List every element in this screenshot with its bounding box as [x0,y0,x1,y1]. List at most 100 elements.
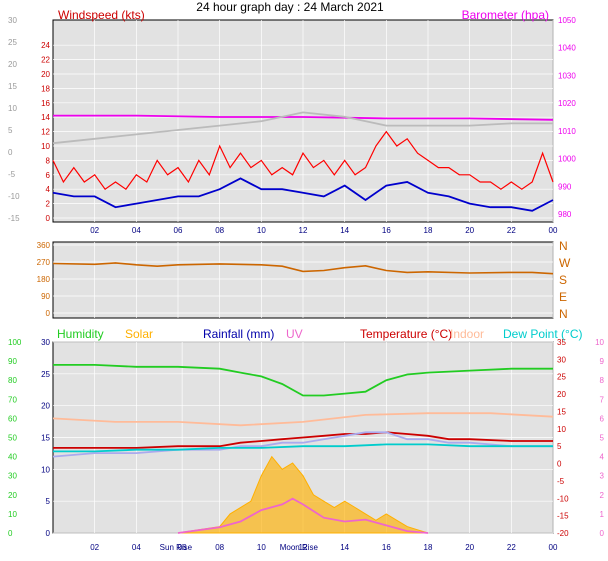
series-line [53,363,553,397]
y-right-tick-label: 2 [600,491,605,500]
y-right-tick-label: 10 [557,425,566,434]
y-tick-label: 2 [46,200,51,209]
legend-label: Temperature (°C) [360,327,452,341]
x-tick-label: 14 [340,543,349,552]
y-tick-label: -15 [8,214,20,223]
y-tick-label: 16 [41,99,50,108]
y-tick-label: 20 [41,70,50,79]
legend-label: Dew Point (°C) [503,327,582,341]
x-tick-label: 04 [132,226,141,235]
y-right-tick-label: 1010 [558,127,576,136]
x-tick-label: 12 [299,543,308,552]
y-right-tick-label: 15 [557,407,566,416]
y-tick-label: 30 [41,338,50,347]
y-right-tick-label: -10 [557,494,569,503]
y-tick-label: 10 [8,104,17,113]
x-tick-label: 10 [257,543,266,552]
series-line [52,130,554,191]
x-tick-label: 00 [549,226,558,235]
y-tick-label: 24 [41,41,50,50]
y-tick-label: 0 [46,529,51,538]
y-tick-label: 90 [8,357,17,366]
legend-label: UV [286,327,303,341]
y-right-tick-label: 5 [557,442,562,451]
y-tick-label: 60 [8,414,17,423]
y-tick-label: 10 [41,142,50,151]
chart-title: 24 hour graph day : 24 March 2021 [196,0,384,14]
series-area [177,455,429,534]
y-right-tick-label: 8 [600,376,605,385]
y-tick-label: 15 [41,434,50,443]
x-tick-label: 22 [507,543,516,552]
y-right-tick-label: -15 [557,512,569,521]
series-line [53,114,554,121]
series-line [53,443,553,453]
y-tick-label: -10 [8,192,20,201]
y-tick-label: -5 [8,170,16,179]
x-tick-label: 14 [340,226,349,235]
series-line [53,431,553,449]
series-line [177,497,429,534]
y-tick-label: 4 [46,185,51,194]
legend-label: Indoor [450,327,484,341]
series-line [52,111,553,145]
y-right-tick-label: 1050 [558,16,576,25]
y-tick-label: 20 [8,60,17,69]
y-tick-label: 0 [46,214,51,223]
y-tick-label: 30 [8,472,17,481]
y-tick-label: 10 [8,510,17,519]
x-tick-label: 16 [382,226,391,235]
y-tick-label: 12 [41,128,50,137]
legend-label: Solar [125,327,153,341]
x-tick-label: 08 [215,543,224,552]
x-tick-label: 20 [465,226,474,235]
y-right-tick-label: 1040 [558,44,576,53]
legend-label: Rainfall (mm) [203,327,274,341]
left-axis-label: Windspeed (kts) [58,8,145,22]
y-tick-label: 30 [8,16,17,25]
y-tick-label: 0 [46,309,51,318]
series-line [52,262,554,275]
x-tick-label: 06 [178,543,187,552]
y-tick-label: 5 [46,497,51,506]
series-line [52,177,554,212]
y-tick-label: 18 [41,84,50,93]
y-right-tick-label: 25 [557,373,566,382]
y-right-tick-label: 30 [557,355,566,364]
series-line [52,412,554,427]
y-tick-label: 180 [37,275,51,284]
x-tick-label: 22 [507,226,516,235]
y-right-tick-label: 3 [600,472,605,481]
y-right-tick-label: -20 [557,529,569,538]
y-right-tick-label: 7 [600,395,605,404]
y-right-tick-label: 35 [557,338,566,347]
y-right-tick-label: 1020 [558,99,576,108]
y-tick-label: 15 [8,82,17,91]
y-tick-label: 20 [8,491,17,500]
y-tick-label: 100 [8,338,22,347]
y-tick-label: 360 [37,241,51,250]
x-tick-label: 02 [90,226,99,235]
y-tick-label: 80 [8,376,17,385]
y-tick-label: 22 [41,56,50,65]
x-tick-label: 18 [424,226,433,235]
y-right-tick-label: 9 [600,357,605,366]
y-right-tick-label: 1 [600,510,605,519]
y-tick-label: 70 [8,395,17,404]
x-tick-label: 10 [257,226,266,235]
y-right-tick-label: -5 [557,477,565,486]
y-right-tick-label: 0 [557,460,562,469]
x-tick-label: Sun Rise [160,543,193,552]
x-tick-label: 08 [215,226,224,235]
y-right-tick-label: 4 [600,453,605,462]
x-tick-label: 00 [549,543,558,552]
y-right-tick-label: 1000 [558,155,576,164]
y-tick-label: 20 [41,402,50,411]
y-tick-label: 40 [8,453,17,462]
y-tick-label: 25 [41,370,50,379]
x-tick-label: 04 [132,543,141,552]
y-tick-label: 14 [41,113,50,122]
compass-label: E [559,290,567,304]
x-tick-label: 06 [174,226,183,235]
